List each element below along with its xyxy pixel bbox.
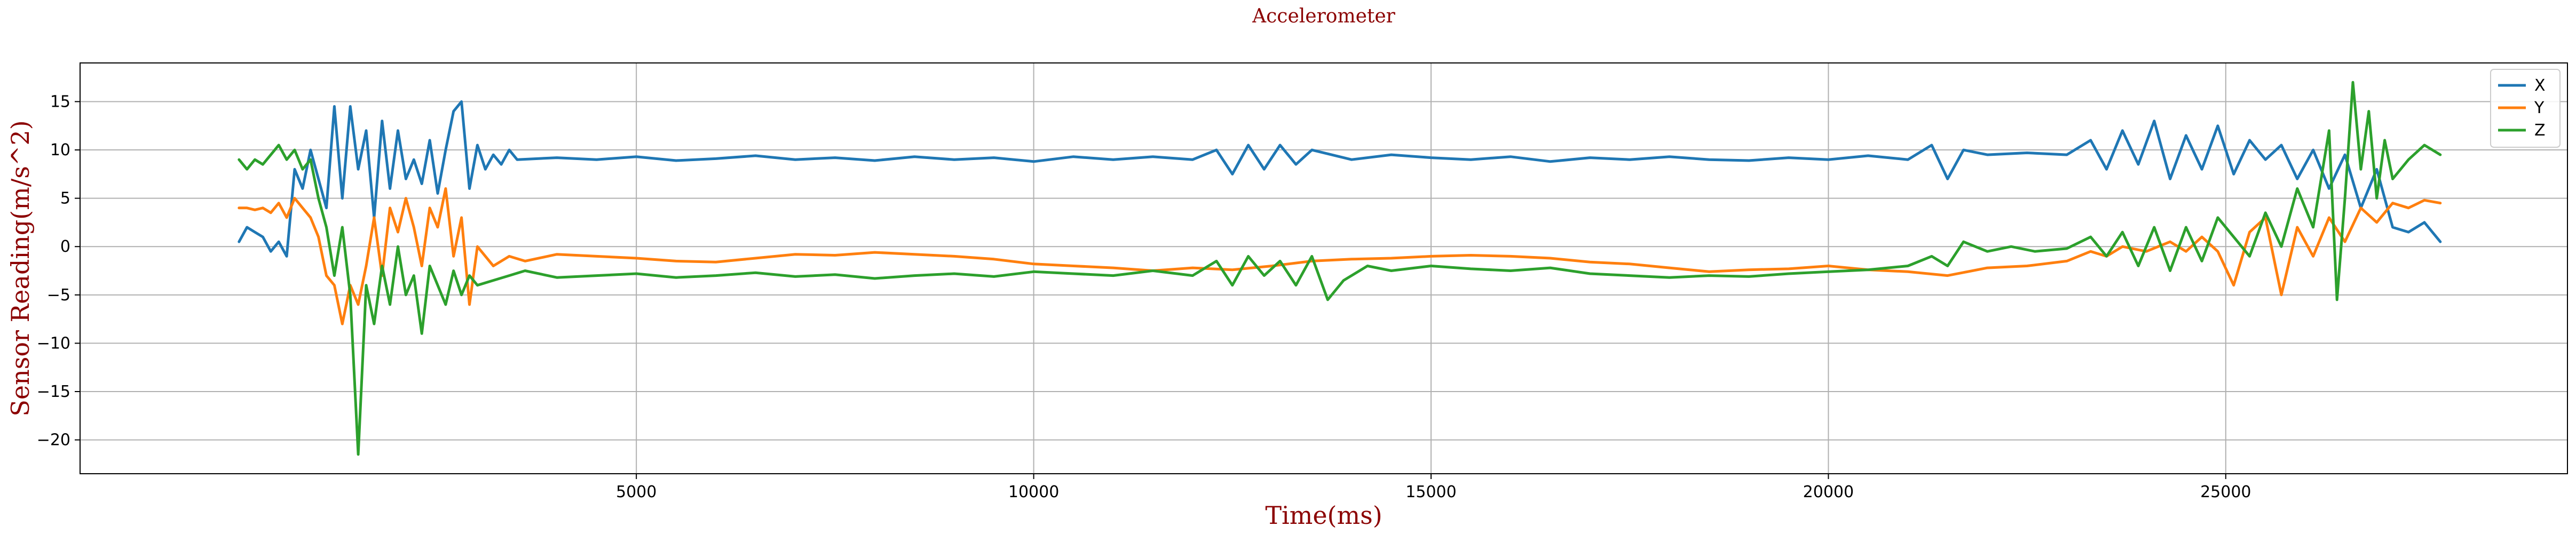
series-line-x [238,100,2442,258]
y-tick-label: −10 [37,334,70,353]
y-tick-label: 15 [50,92,70,111]
legend-label-y: Y [2534,99,2545,117]
y-tick-label: 5 [60,189,70,208]
legend: XYZ [2490,69,2561,148]
chart-title: Accelerometer [1252,5,1396,27]
series-line-y [238,187,2442,325]
x-tick-label: 10000 [1008,483,1059,501]
y-tick-label: 0 [60,237,70,256]
x-tick-label: 25000 [2200,483,2251,501]
plot-frame [80,62,2568,474]
y-tick-label: 10 [50,141,70,160]
legend-label-z: Z [2534,121,2546,140]
grid-layer [80,63,2567,474]
x-axis-label: Time(ms) [1265,501,1382,530]
y-tick-label: −20 [37,431,70,450]
y-tick-label: −5 [47,286,70,305]
y-tick-label: −15 [37,382,70,401]
x-tick-label: 5000 [616,483,657,501]
series-layer [238,81,2442,456]
legend-label-x: X [2534,76,2546,95]
x-tick-label: 20000 [1803,483,1854,501]
series-line-z [238,81,2442,456]
axis-layer: 5000 10000 15000 20000 25000 −20 −15 −10 −5 0 5 10 1… [37,62,2568,501]
x-tick-label: 15000 [1405,483,1456,501]
y-axis-label: Sensor Reading(m/s^2) [6,120,35,416]
